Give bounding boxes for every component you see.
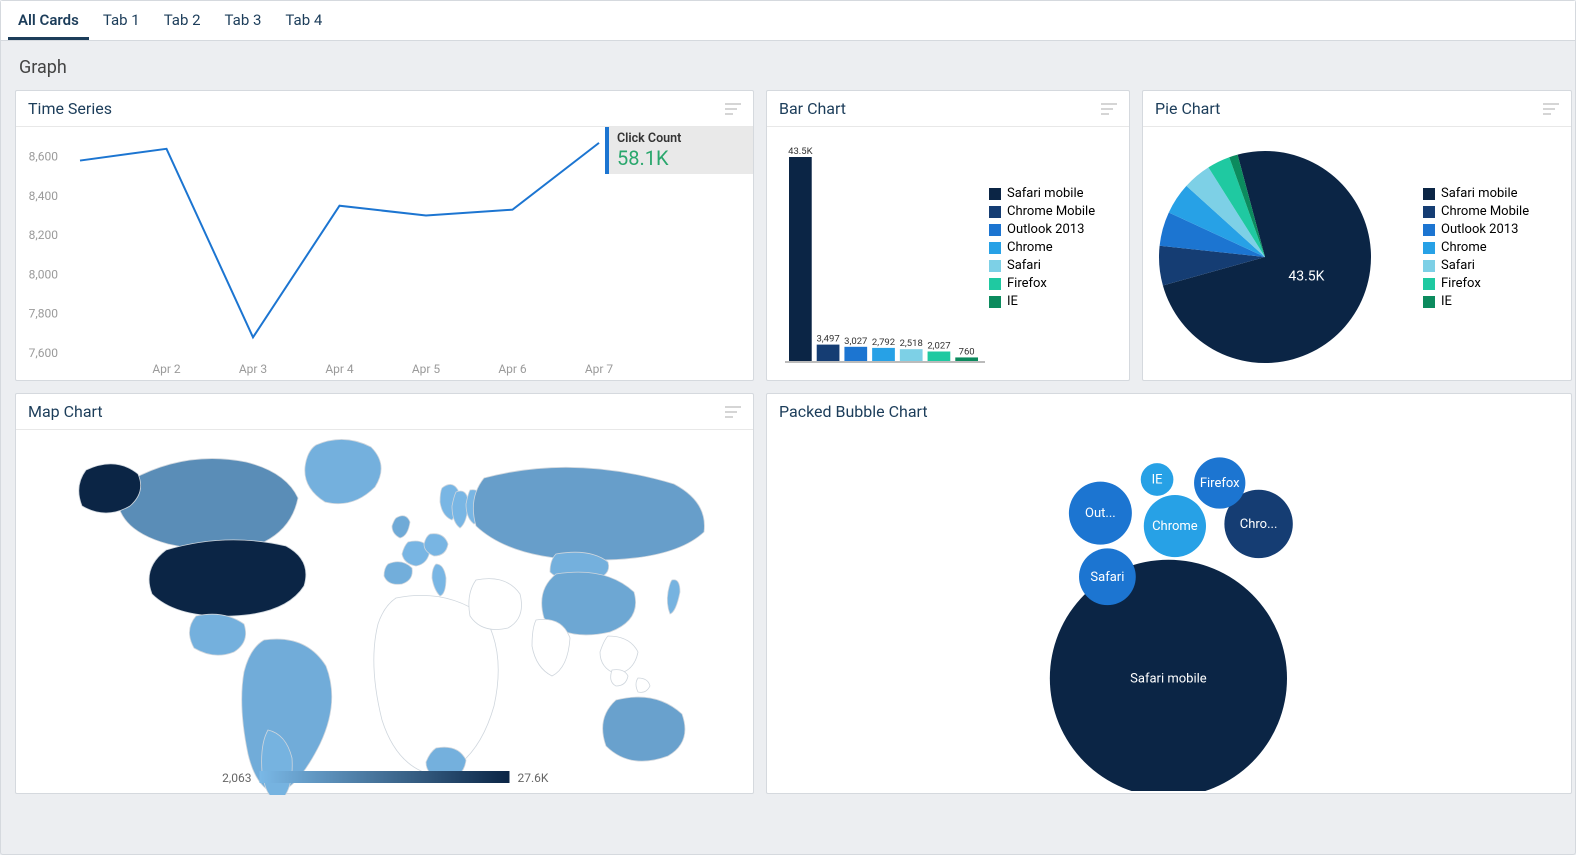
tab-all-cards[interactable]: All Cards xyxy=(8,1,89,40)
card-pie-chart: Pie Chart 43.5K Safari mobile Chrome Mobi… xyxy=(1142,90,1572,381)
svg-text:Apr 2: Apr 2 xyxy=(152,362,181,376)
callout-value: 58.1K xyxy=(617,146,745,170)
pie-chart-legend: Safari mobile Chrome Mobile Outlook 2013 Ch… xyxy=(1423,127,1535,381)
svg-text:IE: IE xyxy=(1152,473,1163,488)
svg-text:Apr 4: Apr 4 xyxy=(325,362,354,376)
time-series-title: Time Series xyxy=(28,99,112,118)
packed-bubble-title: Packed Bubble Chart xyxy=(779,402,928,421)
svg-text:Chrome: Chrome xyxy=(1152,519,1198,534)
svg-text:7,600: 7,600 xyxy=(29,346,59,360)
svg-text:Apr 6: Apr 6 xyxy=(498,362,527,376)
map-chart-title: Map Chart xyxy=(28,402,103,421)
svg-text:27.6K: 27.6K xyxy=(518,771,549,785)
svg-text:Firefox: Firefox xyxy=(1200,476,1240,491)
legend-item: Chrome xyxy=(1423,240,1529,255)
legend-item: IE xyxy=(989,294,1095,309)
legend-item: Safari xyxy=(1423,258,1529,273)
svg-text:8,400: 8,400 xyxy=(29,189,59,203)
card-menu-icon[interactable] xyxy=(1101,103,1117,115)
legend-item: Firefox xyxy=(1423,276,1529,291)
bar-chart-title: Bar Chart xyxy=(779,99,846,118)
time-series-callout: Click Count 58.1K xyxy=(605,127,753,174)
svg-text:Chro...: Chro... xyxy=(1240,517,1278,532)
tab-1[interactable]: Tab 1 xyxy=(93,1,150,40)
card-menu-icon[interactable] xyxy=(725,406,741,418)
svg-text:43.5K: 43.5K xyxy=(788,146,813,157)
callout-label: Click Count xyxy=(617,131,745,146)
svg-text:Out...: Out... xyxy=(1085,506,1116,521)
tab-2[interactable]: Tab 2 xyxy=(154,1,211,40)
legend-item: Firefox xyxy=(989,276,1095,291)
svg-text:8,000: 8,000 xyxy=(29,267,59,281)
svg-text:8,600: 8,600 xyxy=(29,150,59,164)
card-map-chart: Map Chart 2,063 27.6K xyxy=(15,393,754,794)
pie-chart-title: Pie Chart xyxy=(1155,99,1220,118)
legend-item: Chrome Mobile xyxy=(989,204,1095,219)
svg-text:Apr 3: Apr 3 xyxy=(239,362,267,376)
svg-text:43.5K: 43.5K xyxy=(1288,269,1324,285)
legend-item: Safari mobile xyxy=(989,186,1095,201)
svg-text:8,200: 8,200 xyxy=(29,228,59,242)
svg-text:2,063: 2,063 xyxy=(222,771,251,785)
svg-text:7,800: 7,800 xyxy=(29,307,59,321)
bar-chart-legend: Safari mobile Chrome Mobile Outlook 2013 Ch… xyxy=(989,127,1101,381)
legend-item: Chrome Mobile xyxy=(1423,204,1529,219)
tab-3[interactable]: Tab 3 xyxy=(215,1,272,40)
svg-text:2,792: 2,792 xyxy=(872,337,895,348)
svg-text:760: 760 xyxy=(959,346,975,357)
card-bar-chart: Bar Chart 43.5K 3,497 3,027 2,792 2,518 2,027… xyxy=(766,90,1130,381)
svg-text:Safari: Safari xyxy=(1090,570,1124,585)
svg-text:2,518: 2,518 xyxy=(900,338,923,349)
svg-text:Apr 7: Apr 7 xyxy=(585,362,614,376)
legend-item: IE xyxy=(1423,294,1529,309)
card-menu-icon[interactable] xyxy=(725,103,741,115)
legend-item: Outlook 2013 xyxy=(1423,222,1529,237)
tab-bar: All Cards Tab 1 Tab 2 Tab 3 Tab 4 xyxy=(1,1,1575,41)
legend-item: Safari mobile xyxy=(1423,186,1529,201)
legend-item: Chrome xyxy=(989,240,1095,255)
section-title: Graph xyxy=(1,41,1575,90)
legend-item: Outlook 2013 xyxy=(989,222,1095,237)
tab-4[interactable]: Tab 4 xyxy=(275,1,332,40)
svg-text:2,027: 2,027 xyxy=(927,340,950,351)
card-menu-icon[interactable] xyxy=(1543,103,1559,115)
svg-text:3,497: 3,497 xyxy=(816,334,839,345)
card-time-series: Time Series Click Count 58.1K 7,600 7,800… xyxy=(15,90,754,381)
legend-item: Safari xyxy=(989,258,1095,273)
svg-text:Safari mobile: Safari mobile xyxy=(1130,671,1207,686)
card-packed-bubble: Packed Bubble Chart Safari mobile Chro...… xyxy=(766,393,1572,794)
svg-text:3,027: 3,027 xyxy=(844,336,867,347)
svg-text:Apr 5: Apr 5 xyxy=(412,362,441,376)
